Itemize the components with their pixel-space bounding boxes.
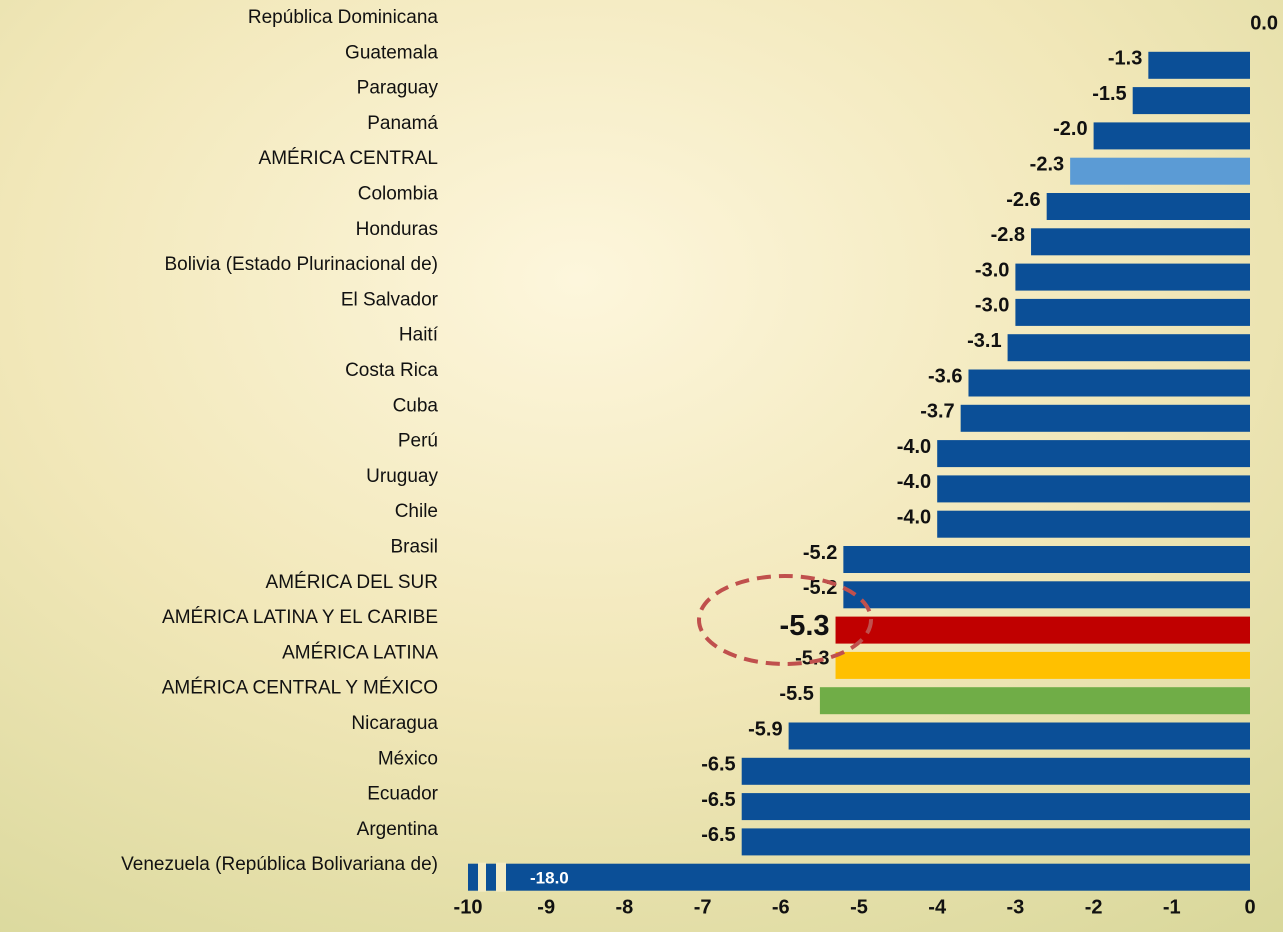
- bar: [843, 546, 1250, 573]
- category-label: República Dominicana: [248, 7, 439, 28]
- bar: [788, 722, 1250, 750]
- value-label: -5.3: [795, 648, 829, 670]
- x-tick-label: -8: [616, 896, 634, 918]
- value-label: -2.0: [1053, 118, 1087, 140]
- bar: [1015, 263, 1250, 291]
- bar: [1007, 334, 1250, 362]
- x-tick-label: -10: [454, 896, 483, 918]
- value-label: -1.3: [1108, 48, 1142, 70]
- category-label: AMÉRICA CENTRAL: [259, 148, 438, 169]
- axis-break: [478, 862, 486, 892]
- x-tick-label: -3: [1007, 896, 1025, 918]
- value-label: -3.6: [928, 365, 962, 387]
- bar: [1093, 122, 1250, 150]
- category-label: AMÉRICA DEL SUR: [266, 572, 438, 593]
- value-label: -3.0: [975, 295, 1009, 317]
- x-tick-label: -7: [694, 896, 712, 918]
- bar: [960, 404, 1250, 432]
- category-label: México: [378, 748, 438, 769]
- x-tick-label: -6: [772, 896, 790, 918]
- value-label: -5.2: [803, 577, 837, 599]
- x-tick-label: 0: [1244, 896, 1255, 918]
- value-label: -18.0: [530, 869, 569, 888]
- bar: [1132, 87, 1250, 115]
- category-label: Argentina: [357, 819, 439, 840]
- bar: [468, 863, 1250, 891]
- category-label: AMÉRICA LATINA Y EL CARIBE: [162, 607, 438, 628]
- value-label: -3.1: [967, 330, 1001, 352]
- category-label: Venezuela (República Bolivariana de): [121, 854, 438, 875]
- value-label: -4.0: [897, 436, 931, 458]
- bar: [1046, 193, 1250, 220]
- highlight-ellipse: [697, 574, 873, 666]
- category-label: Honduras: [356, 219, 438, 240]
- x-tick-label: -2: [1085, 896, 1103, 918]
- category-label: Uruguay: [366, 466, 438, 487]
- bar: [1070, 157, 1250, 185]
- bar: [741, 757, 1250, 785]
- category-label: Paraguay: [357, 78, 439, 99]
- category-label: El Salvador: [341, 289, 439, 310]
- category-label: Cuba: [393, 395, 439, 416]
- category-label: Chile: [395, 501, 438, 522]
- axis-break: [496, 862, 506, 892]
- value-label: -6.5: [701, 824, 735, 846]
- category-label: Bolivia (Estado Plurinacional de): [164, 254, 438, 275]
- x-tick-label: -4: [928, 896, 947, 918]
- category-label: Brasil: [390, 537, 438, 558]
- bar: [843, 581, 1250, 609]
- value-label: -5.5: [779, 683, 813, 705]
- category-label: Colombia: [358, 184, 439, 205]
- bar: [1148, 51, 1250, 79]
- category-label: AMÉRICA CENTRAL Y MÉXICO: [162, 678, 438, 699]
- bar: [741, 828, 1250, 856]
- bar: [741, 793, 1250, 821]
- x-tick-label: -1: [1163, 896, 1181, 918]
- x-tick-label: -5: [850, 896, 868, 918]
- category-label: Panamá: [367, 113, 438, 134]
- bar: [1031, 228, 1250, 256]
- bar: [1015, 298, 1250, 326]
- value-label: 0.0: [1250, 12, 1278, 34]
- value-label: -5.9: [748, 718, 782, 740]
- value-label: -2.8: [991, 224, 1025, 246]
- category-label: Nicaragua: [351, 713, 438, 734]
- bar: [937, 510, 1250, 538]
- bar: [835, 616, 1250, 644]
- x-tick-label: -9: [537, 896, 555, 918]
- category-label: Haití: [399, 325, 439, 346]
- value-label: -3.0: [975, 259, 1009, 281]
- value-label: -2.3: [1030, 153, 1064, 175]
- category-label: Perú: [398, 431, 438, 452]
- value-label: -6.5: [701, 754, 735, 776]
- category-label: Costa Rica: [345, 360, 438, 381]
- category-label: Guatemala: [345, 42, 438, 63]
- bar: [937, 440, 1250, 468]
- bar: [968, 369, 1250, 397]
- value-label: -6.5: [701, 789, 735, 811]
- bar: [819, 687, 1250, 715]
- value-label: -4.0: [897, 471, 931, 493]
- bar: [937, 475, 1250, 503]
- value-label: -1.5: [1092, 83, 1126, 105]
- value-label: -5.2: [803, 542, 837, 564]
- category-label: Ecuador: [367, 784, 438, 805]
- value-label: -5.3: [780, 610, 830, 642]
- bar: [835, 651, 1250, 679]
- value-label: -2.6: [1006, 189, 1040, 211]
- category-label: AMÉRICA LATINA: [282, 642, 438, 663]
- value-label: -4.0: [897, 506, 931, 528]
- value-label: -3.7: [920, 401, 954, 423]
